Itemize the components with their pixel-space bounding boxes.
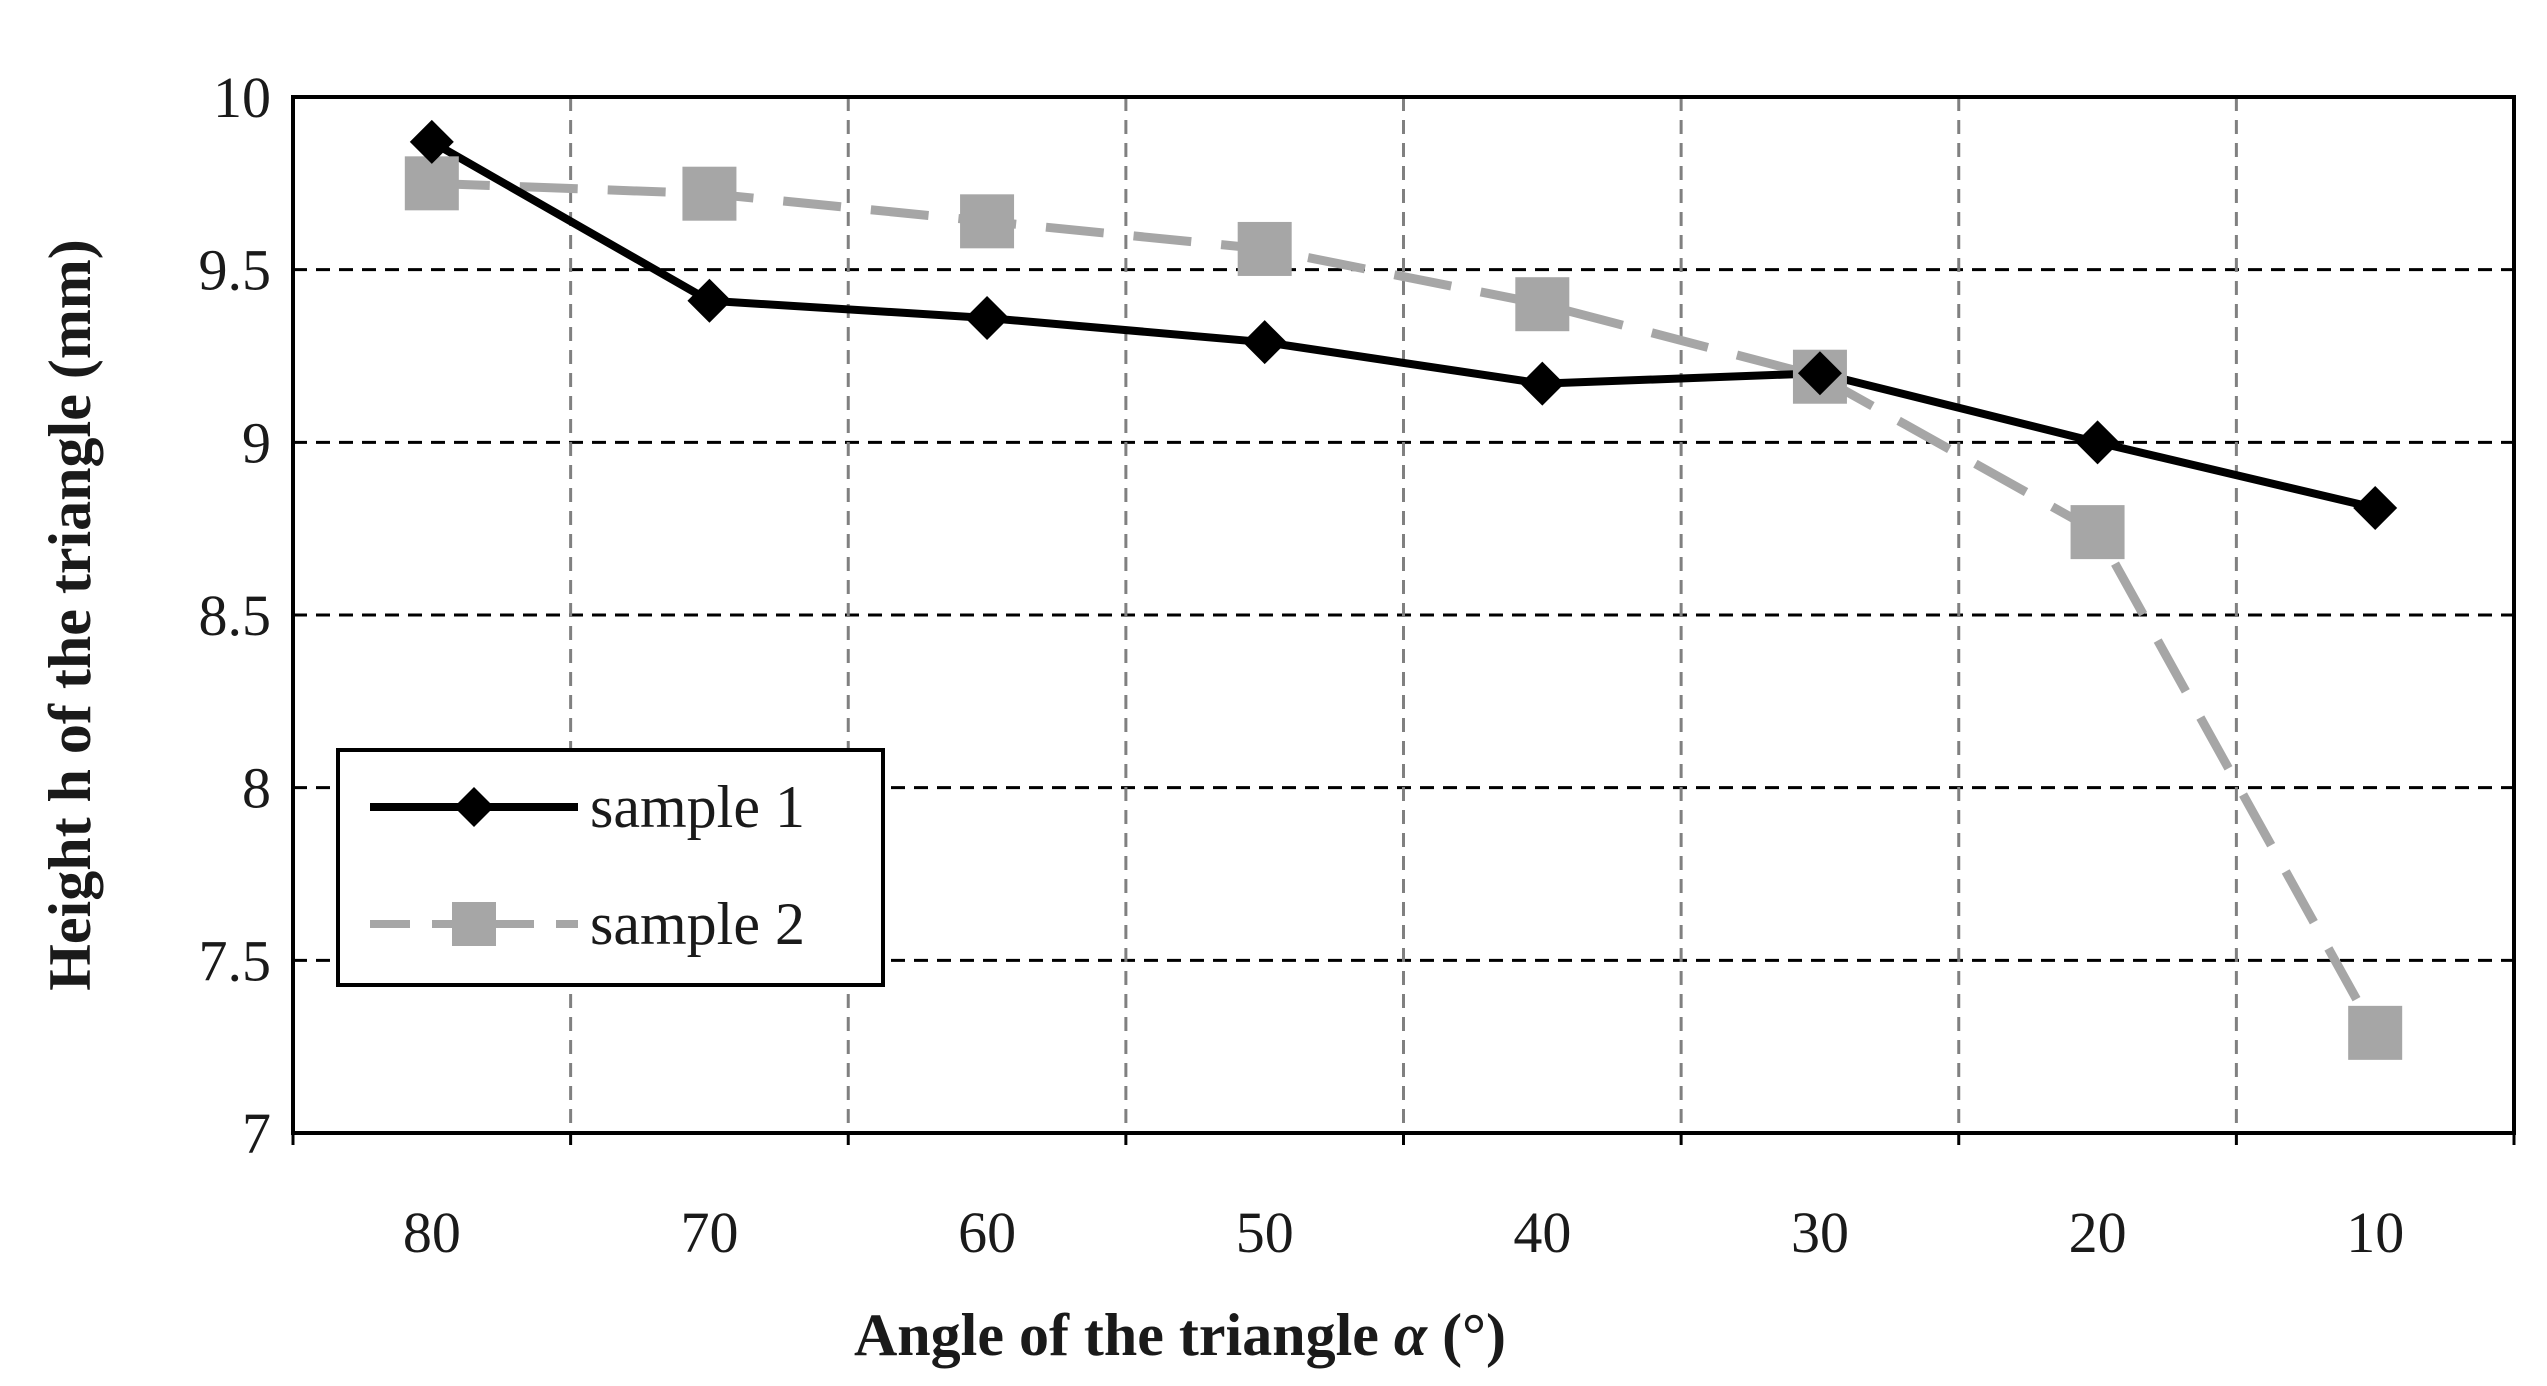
legend-label-sample-1: sample 1 [590,774,805,840]
x-axis-title: Angle of the triangle α (°) [854,1302,1506,1368]
legend-marker-sample-1 [454,787,494,827]
data-point-sample-2 [682,166,737,221]
data-point-sample-2 [960,194,1015,249]
data-point-sample-1 [687,278,732,323]
data-point-sample-1 [409,119,454,164]
y-tick-label: 10 [213,65,271,130]
x-tick-label: 50 [1236,1200,1294,1265]
legend-marker-sample-2 [452,902,496,946]
y-axis-title: Height h of the triangle (mm) [37,239,103,991]
y-tick-label: 7 [242,1101,271,1166]
legend-label-sample-2: sample 2 [590,891,805,957]
data-point-sample-2 [2348,1005,2403,1060]
y-tick-label: 8 [242,756,271,821]
x-tick-label: 20 [2069,1200,2127,1265]
axes: 7 7.5 8 8.5 9 9.5 10 80 70 60 50 40 30 20 10 [199,65,2516,1265]
data-point-sample-1 [1242,320,1287,365]
y-tick-label: 9.5 [199,238,272,303]
data-point-sample-1 [965,296,1010,341]
x-tick-label: 70 [680,1200,738,1265]
data-point-sample-2 [404,156,459,211]
series-lines [404,119,2403,1060]
legend: sample 1 sample 2 [336,748,885,987]
x-tick-label: 60 [958,1200,1016,1265]
data-point-sample-1 [2353,485,2398,530]
series-line-sample-1 [429,138,2377,512]
data-point-sample-2 [1237,221,1292,276]
x-tick-label: 30 [1791,1200,1849,1265]
data-point-sample-1 [2075,420,2120,465]
series-line-sample-2 [431,178,2380,1036]
data-point-sample-1 [1520,361,1565,406]
y-tick-label: 7.5 [199,928,272,993]
x-tick-label: 40 [1513,1200,1571,1265]
legend-box [336,748,885,987]
x-tick-label: 80 [403,1200,461,1265]
data-point-sample-1 [1797,351,1842,396]
y-tick-label: 9 [242,410,271,475]
data-point-sample-2 [2070,505,2125,560]
data-point-sample-2 [1515,277,1570,332]
y-tick-label: 8.5 [199,583,272,648]
x-tick-label: 10 [2346,1200,2404,1265]
